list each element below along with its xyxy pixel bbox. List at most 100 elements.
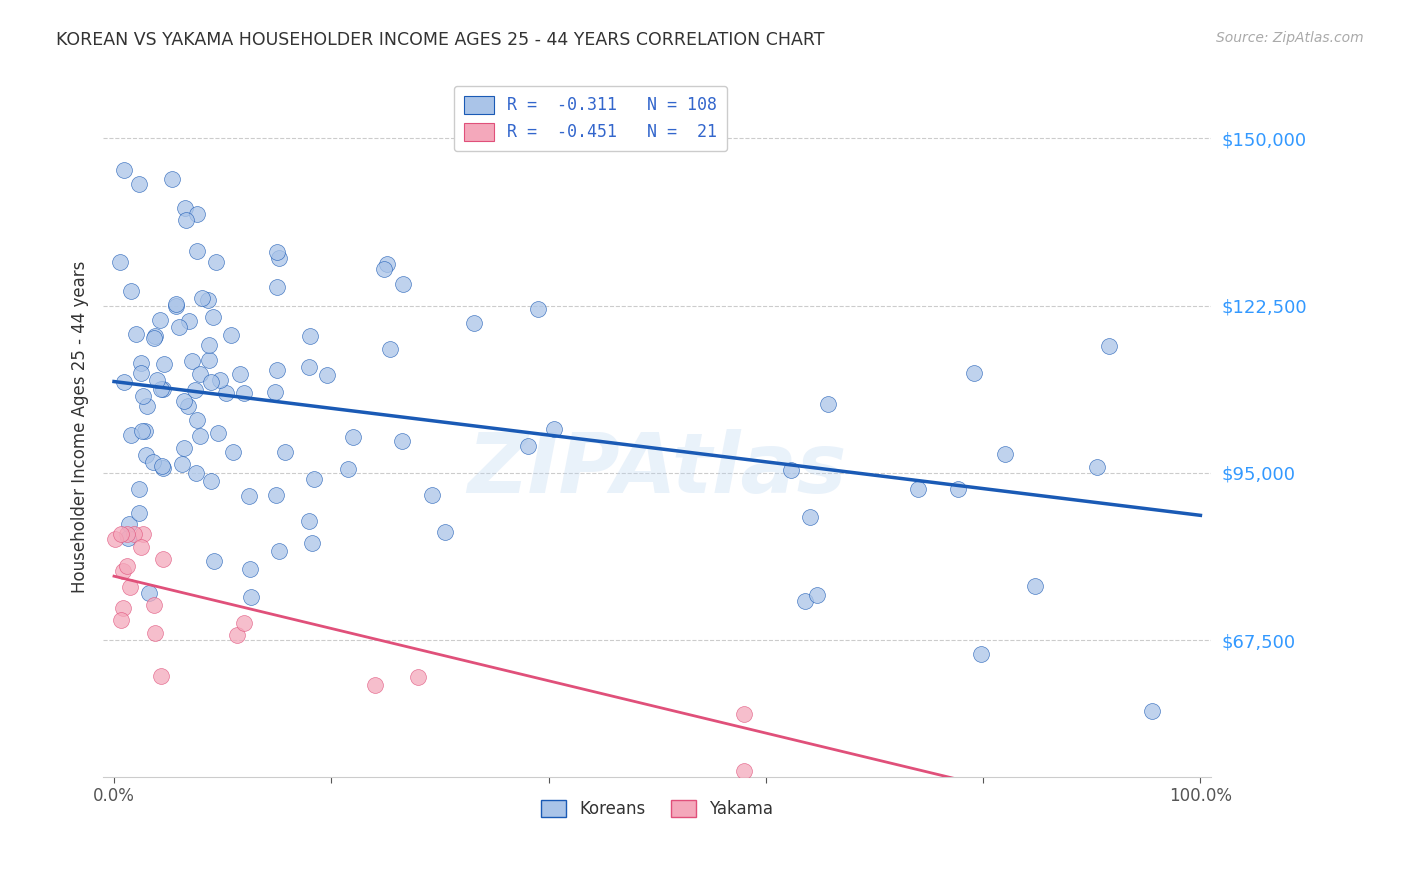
Point bbox=[205, 255, 228, 269]
Point bbox=[145, 373, 167, 387]
Point bbox=[184, 384, 207, 398]
Point bbox=[131, 366, 153, 380]
Point bbox=[299, 329, 322, 343]
Point bbox=[128, 482, 150, 496]
Point bbox=[232, 385, 254, 400]
Point bbox=[131, 424, 153, 438]
Point bbox=[134, 424, 156, 438]
Point bbox=[1098, 338, 1121, 352]
Point bbox=[104, 533, 127, 547]
Point bbox=[406, 670, 429, 684]
Point bbox=[391, 434, 413, 449]
Point bbox=[200, 474, 222, 488]
Point bbox=[733, 706, 755, 721]
Point bbox=[120, 427, 142, 442]
Text: KOREAN VS YAKAMA HOUSEHOLDER INCOME AGES 25 - 44 YEARS CORRELATION CHART: KOREAN VS YAKAMA HOUSEHOLDER INCOME AGES… bbox=[56, 31, 825, 49]
Point bbox=[239, 562, 262, 576]
Point bbox=[516, 439, 538, 453]
Point bbox=[138, 585, 160, 599]
Point bbox=[197, 338, 219, 352]
Point bbox=[364, 678, 387, 692]
Point bbox=[1085, 459, 1108, 474]
Point bbox=[209, 373, 232, 387]
Point bbox=[160, 172, 183, 186]
Point bbox=[315, 368, 337, 383]
Point bbox=[207, 426, 229, 441]
Point bbox=[150, 459, 173, 474]
Point bbox=[108, 254, 131, 268]
Point bbox=[173, 394, 195, 409]
Point bbox=[128, 506, 150, 520]
Point bbox=[238, 489, 260, 503]
Point bbox=[135, 400, 157, 414]
Point bbox=[186, 413, 208, 427]
Point bbox=[970, 647, 993, 661]
Point bbox=[129, 540, 152, 554]
Text: ZIPAtlas: ZIPAtlas bbox=[468, 429, 846, 509]
Point bbox=[120, 580, 142, 594]
Point bbox=[392, 277, 415, 291]
Point bbox=[150, 382, 173, 396]
Point bbox=[202, 553, 225, 567]
Point bbox=[337, 461, 360, 475]
Point bbox=[118, 517, 141, 532]
Point bbox=[142, 455, 165, 469]
Point bbox=[233, 615, 256, 630]
Point bbox=[301, 536, 323, 550]
Point bbox=[152, 551, 174, 566]
Point bbox=[229, 368, 252, 382]
Point bbox=[342, 430, 364, 444]
Point bbox=[799, 510, 821, 524]
Point bbox=[177, 399, 200, 413]
Point bbox=[112, 376, 135, 390]
Point bbox=[165, 299, 187, 313]
Point bbox=[122, 526, 145, 541]
Point bbox=[186, 206, 208, 220]
Point bbox=[297, 514, 319, 528]
Point bbox=[200, 375, 222, 389]
Point bbox=[733, 764, 755, 778]
Point bbox=[145, 625, 167, 640]
Point bbox=[1140, 704, 1163, 718]
Point bbox=[222, 445, 245, 459]
Point bbox=[266, 363, 288, 377]
Point bbox=[174, 212, 197, 227]
Point bbox=[165, 297, 187, 311]
Point bbox=[112, 162, 135, 177]
Point bbox=[191, 291, 214, 305]
Point bbox=[269, 252, 291, 266]
Point bbox=[526, 302, 548, 317]
Point bbox=[167, 319, 190, 334]
Point bbox=[266, 245, 288, 260]
Point bbox=[111, 564, 134, 578]
Point bbox=[239, 590, 262, 604]
Point bbox=[110, 613, 132, 627]
Point bbox=[907, 483, 929, 497]
Point bbox=[794, 594, 817, 608]
Point bbox=[225, 628, 247, 642]
Point bbox=[264, 488, 287, 502]
Text: Source: ZipAtlas.com: Source: ZipAtlas.com bbox=[1216, 31, 1364, 45]
Point bbox=[994, 447, 1017, 461]
Point bbox=[463, 316, 485, 330]
Point bbox=[806, 588, 828, 602]
Point bbox=[117, 532, 139, 546]
Point bbox=[184, 467, 207, 481]
Point bbox=[266, 280, 288, 294]
Point bbox=[125, 327, 148, 342]
Point bbox=[132, 526, 155, 541]
Point bbox=[110, 526, 132, 541]
Point bbox=[779, 463, 801, 477]
Point bbox=[219, 328, 242, 343]
Point bbox=[142, 331, 165, 345]
Point bbox=[375, 257, 398, 271]
Point bbox=[152, 383, 174, 397]
Point bbox=[149, 313, 172, 327]
Point bbox=[946, 482, 969, 496]
Point bbox=[172, 457, 194, 471]
Point bbox=[177, 314, 200, 328]
Point bbox=[181, 354, 204, 368]
Point bbox=[378, 342, 401, 356]
Point bbox=[188, 368, 211, 382]
Point bbox=[267, 544, 290, 558]
